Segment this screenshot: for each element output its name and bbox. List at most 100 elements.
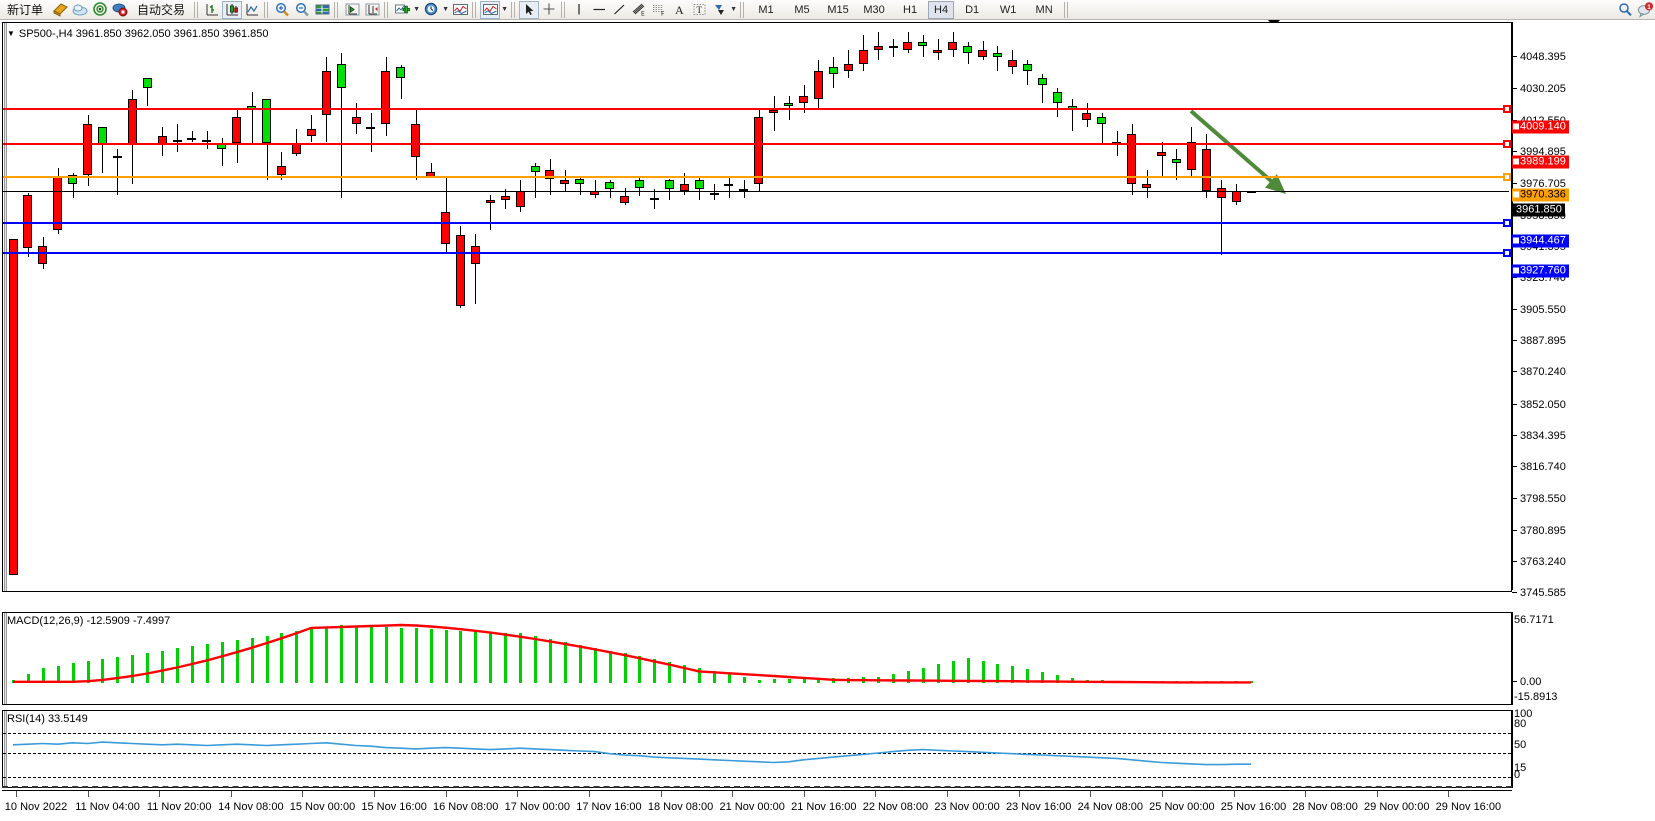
candlestick-chart-icon[interactable]: [222, 0, 243, 19]
new-order-button[interactable]: 新订单: [0, 1, 50, 19]
candle-body-bullish: [1171, 159, 1181, 163]
period-clock-icon[interactable]: [421, 1, 441, 19]
price-tag-pivot[interactable]: 3970.336: [1512, 188, 1569, 202]
level-line-support-1[interactable]: [3, 219, 1511, 228]
text-box-icon[interactable]: T: [689, 1, 709, 19]
macd-histogram-bar: [205, 644, 209, 683]
level-anchor-resistance-2[interactable]: [1503, 139, 1511, 148]
price-tick: 3763.240: [1512, 556, 1566, 568]
level-anchor-support-1[interactable]: [1503, 219, 1511, 228]
candle-body-bearish: [306, 129, 316, 137]
level-anchor-support-2[interactable]: [1503, 248, 1511, 257]
price-tag-support-1[interactable]: 3944.467: [1512, 234, 1569, 248]
symbol-collapse-icon[interactable]: ▼: [7, 29, 15, 38]
cursor-icon[interactable]: [519, 0, 540, 19]
new-order-icon[interactable]: [50, 1, 70, 19]
macd-histogram-bar: [802, 678, 806, 683]
macd-histogram-bar: [593, 647, 597, 683]
auto-scroll-icon[interactable]: [362, 1, 382, 19]
zoom-in-icon[interactable]: [272, 1, 292, 19]
svg-text:E: E: [641, 11, 645, 18]
shapes-dropdown-arrow[interactable]: ▼: [730, 6, 737, 13]
macd-histogram-bar: [698, 667, 702, 683]
notification-bell-icon[interactable]: 1: [1635, 1, 1655, 19]
indicators-dropdown-arrow[interactable]: ▼: [413, 6, 420, 13]
macd-histogram-bar: [146, 652, 150, 683]
equidistant-channel-icon[interactable]: E: [629, 1, 649, 19]
grid-icon[interactable]: [312, 1, 332, 19]
candle-body-bearish: [276, 166, 286, 176]
chart-area[interactable]: ▼ SP500-,H4 3961.850 3962.050 3961.850 39…: [0, 20, 1655, 821]
crosshair-icon[interactable]: [539, 1, 559, 19]
bar-chart-icon[interactable]: [202, 1, 222, 19]
timeframe-w1[interactable]: W1: [999, 3, 1017, 16]
templates-icon[interactable]: [450, 1, 470, 19]
pane-splitter-main[interactable]: [3, 23, 7, 591]
macd-histogram-bar: [772, 679, 776, 683]
level-line-resistance-2[interactable]: [3, 139, 1511, 148]
autotrading-button[interactable]: 自动交易: [130, 1, 192, 19]
price-axis-line: [1512, 22, 1513, 590]
timeframe-m1[interactable]: M1: [758, 3, 774, 16]
text-label-icon[interactable]: A: [669, 1, 689, 19]
macd-label: MACD(12,26,9) -12.5909 -7.4997: [7, 615, 171, 627]
timeframe-m15[interactable]: M15: [827, 3, 849, 16]
timeframe-h1[interactable]: H1: [903, 3, 918, 16]
indicators-icon[interactable]: [392, 1, 412, 19]
pane-splitter-rsi[interactable]: [3, 711, 7, 787]
cloud-icon[interactable]: [70, 1, 90, 19]
candle-wick: [728, 176, 730, 199]
macd-histogram-bar: [862, 677, 866, 683]
candle-wick: [1072, 99, 1073, 131]
timeframe-h4[interactable]: H4: [928, 0, 955, 19]
templates-dropdown-arrow[interactable]: ▼: [501, 6, 508, 13]
time-label: 14 Nov 08:00: [218, 801, 284, 813]
candle-wick: [430, 162, 432, 177]
candle-wick: [370, 113, 372, 153]
price-tag-resistance-2[interactable]: 3989.199: [1512, 155, 1569, 169]
vertical-line-icon[interactable]: [569, 1, 589, 19]
macd-histogram-bar: [101, 659, 105, 683]
macd-histogram-bar: [519, 633, 523, 683]
macd-scale[interactable]: 56.7171 0.00 -15.8913: [1512, 20, 1655, 720]
macd-histogram-bar: [668, 662, 672, 683]
fibonacci-icon[interactable]: F: [649, 1, 669, 19]
macd-histogram-bar: [1190, 681, 1194, 683]
period-dropdown-arrow[interactable]: ▼: [442, 6, 449, 13]
price-tag-last-price[interactable]: 3961.850: [1512, 203, 1565, 217]
shift-end-icon[interactable]: [342, 1, 362, 19]
pane-splitter-macd[interactable]: [3, 613, 7, 704]
signals-icon[interactable]: [90, 1, 110, 19]
zoom-out-icon[interactable]: [292, 1, 312, 19]
level-line-pivot[interactable]: [3, 173, 1511, 182]
macd-pane[interactable]: MACD(12,26,9) -12.5909 -7.4997: [2, 612, 1512, 705]
shapes-icon[interactable]: [709, 1, 729, 19]
level-line-support-2[interactable]: [3, 248, 1511, 257]
candle-body-bearish: [455, 235, 465, 307]
time-tick: [1376, 791, 1378, 797]
line-chart-icon[interactable]: [242, 1, 262, 19]
level-line-resistance-1[interactable]: [3, 104, 1511, 113]
macd-histogram-bar: [966, 658, 970, 683]
candle-body-bearish: [485, 199, 495, 204]
level-anchor-pivot[interactable]: [1503, 173, 1511, 182]
level-anchor-resistance-1[interactable]: [1503, 104, 1511, 113]
price-tag-support-2[interactable]: 3927.760: [1512, 264, 1569, 278]
timeframe-mn[interactable]: MN: [1035, 3, 1053, 16]
toolbar-separator-8: [740, 1, 747, 18]
price-pane[interactable]: ▼ SP500-,H4 3961.850 3962.050 3961.850 39…: [2, 22, 1512, 592]
timeframe-d1[interactable]: D1: [965, 3, 980, 16]
rsi-scale[interactable]: 100 80 50 15 0: [1512, 20, 1655, 810]
horizontal-line-icon[interactable]: [589, 1, 609, 19]
timeframe-m5[interactable]: M5: [794, 3, 810, 16]
search-icon[interactable]: [1615, 1, 1635, 19]
macd-tick: 0.00: [1512, 676, 1541, 688]
rsi-pane[interactable]: RSI(14) 33.5149: [2, 710, 1512, 788]
price-tag-resistance-1[interactable]: 4009.140: [1512, 120, 1569, 134]
trade-alert-icon[interactable]: [110, 1, 130, 19]
time-axis[interactable]: 10 Nov 2022 11 Nov 04:00 11 Nov 20:00 14 No…: [2, 790, 1512, 820]
level-line-last-price[interactable]: [3, 191, 1509, 193]
trendline-icon[interactable]: [609, 1, 629, 19]
timeframe-m30[interactable]: M30: [863, 3, 885, 16]
templates-active-icon[interactable]: [480, 0, 501, 19]
